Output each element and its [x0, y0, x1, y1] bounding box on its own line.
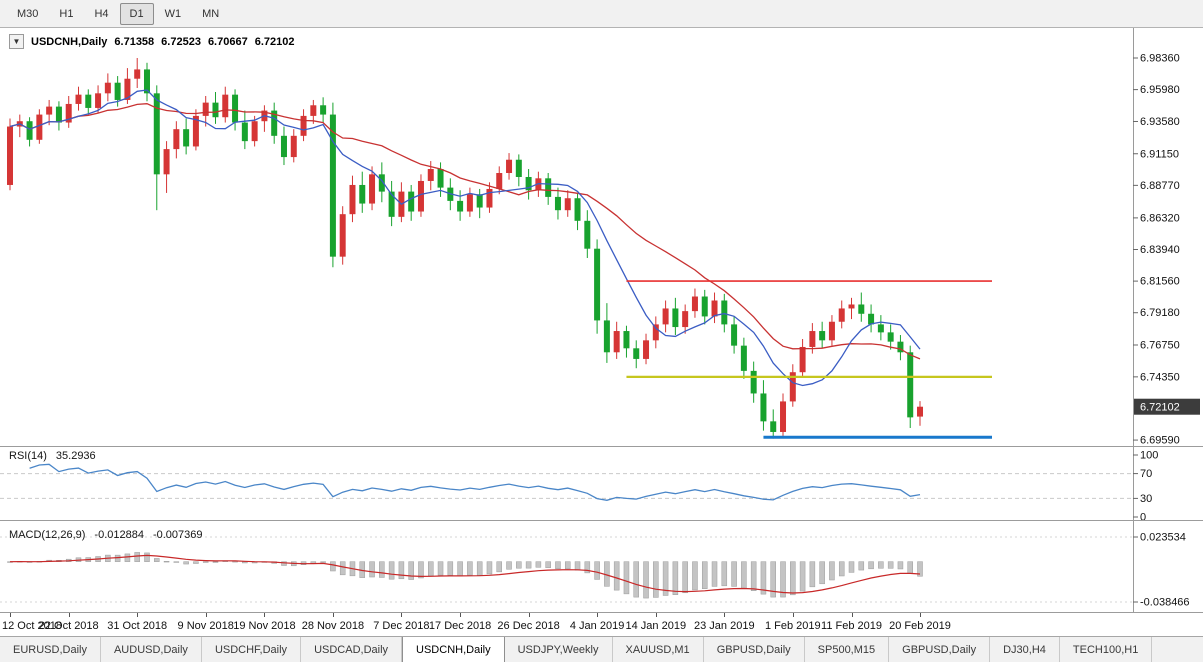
one-click-trading-button[interactable]: ▼	[9, 34, 24, 49]
date-axis-tick	[10, 613, 11, 617]
price-axis-label: 6.93580	[1140, 116, 1180, 128]
date-axis-tick	[851, 613, 853, 617]
symbol-tab-audusd-daily[interactable]: AUDUSD,Daily	[101, 637, 202, 662]
rsi-value: 35.2936	[55, 450, 96, 462]
price-axis-label: 6.76750	[1140, 339, 1180, 351]
date-axis-tick	[460, 613, 462, 617]
date-axis-tick	[792, 613, 794, 617]
date-axis-label: 9 Nov 2018	[177, 620, 234, 632]
price-axis: 6.98360 6.95980 6.93580 6.91150 6.88770 6.863…	[1133, 28, 1180, 446]
date-axis-tick	[68, 613, 70, 617]
date-axis-label: 17 Dec 2018	[428, 620, 492, 632]
date-axis-label: 4 Jan 2019	[569, 620, 625, 632]
date-axis: 12 Oct 2018 22 Oct 2018 31 Oct 2018 9 Nov 2…	[0, 612, 1203, 636]
price-axis-label: 6.91150	[1140, 148, 1179, 160]
date-axis-tick	[655, 613, 657, 617]
date-axis-tick	[137, 613, 139, 617]
macd-main-value: -0.012884	[94, 529, 144, 541]
chart-low-value: 6.70667	[207, 35, 248, 48]
price-chart-panel[interactable]: 6.98360 6.95980 6.93580 6.91150 6.88770 6.863…	[0, 28, 1203, 446]
timeframe-button-h1[interactable]: H1	[59, 7, 74, 20]
symbol-tab-eurusd-daily[interactable]: EURUSD,Daily	[0, 637, 101, 662]
price-axis-label: 6.81560	[1140, 276, 1180, 288]
price-axis-label: 6.88770	[1140, 180, 1180, 192]
timeframe-button-w1[interactable]: W1	[164, 7, 182, 20]
rsi-axis-label: 70	[1140, 468, 1152, 480]
timeframe-toolbar: M30 H1 H4 D1 W1 MN	[0, 0, 1203, 28]
date-axis-label: 31 Oct 2018	[107, 620, 168, 632]
rsi-axis-label: 30	[1140, 493, 1152, 505]
macd-axis: 0.023534 -0.038466	[0, 521, 1190, 612]
chart-high-value: 6.72523	[161, 35, 201, 48]
date-axis-label: 19 Nov 2018	[233, 620, 296, 632]
date-axis-label: 11 Feb 2019	[821, 620, 882, 632]
current-price-badge	[1134, 398, 1200, 415]
date-axis-label: 26 Dec 2018	[497, 620, 560, 632]
date-axis-label: 22 Oct 2018	[38, 620, 99, 632]
macd-axis-label: 0.023534	[1140, 532, 1186, 544]
date-axis-label: 12 Oct 2018	[2, 620, 62, 632]
macd-label: MACD(12,26,9)	[9, 529, 86, 541]
current-price-badge-value: 6.72102	[1140, 402, 1180, 414]
symbol-tab-xauusd-m1[interactable]: XAUUSD,M1	[613, 637, 704, 662]
macd-indicator-panel[interactable]: 0.023534 -0.038466 MACD(12,26,9) -0.01288…	[0, 520, 1203, 612]
rsi-axis: 100 70 30 0	[0, 447, 1158, 520]
timeframe-button-d1[interactable]: D1	[119, 2, 154, 25]
rsi-axis-label: 0	[1140, 512, 1146, 521]
chart-close-value: 6.72102	[254, 35, 295, 48]
rsi-axis-label: 100	[1140, 450, 1158, 462]
rsi-label: RSI(14)	[9, 450, 47, 462]
date-axis-tick	[597, 613, 599, 617]
date-axis-tick	[332, 613, 334, 617]
symbol-tab-dj30-h4[interactable]: DJ30,H4	[990, 637, 1060, 662]
date-axis-tick	[205, 613, 207, 617]
timeframe-button-h4[interactable]: H4	[94, 7, 109, 20]
symbol-tab-usdjpy-weekly[interactable]: USDJPY,Weekly	[505, 637, 613, 662]
date-axis-label: 7 Dec 2018	[373, 620, 430, 632]
triangle-down-icon: ▼	[12, 37, 21, 46]
date-axis-tick	[401, 613, 403, 617]
date-axis-tick	[920, 613, 921, 617]
date-axis-label: 28 Nov 2018	[301, 620, 365, 632]
symbol-tab-bar: EURUSD,Daily AUDUSD,Daily USDCHF,Daily USDC…	[0, 636, 1203, 662]
macd-axis-label: -0.038466	[1140, 597, 1190, 609]
rsi-indicator-panel[interactable]: 100 70 30 0 RSI(14) 35.2936	[0, 446, 1203, 520]
price-axis-label: 6.69590	[1140, 435, 1180, 446]
timeframe-button-m30[interactable]: M30	[17, 7, 39, 20]
date-axis-tick	[724, 613, 726, 617]
symbol-tab-usdcnh-daily[interactable]: USDCNH,Daily	[402, 637, 505, 662]
price-axis-label: 6.79180	[1140, 307, 1180, 319]
rsi-line	[29, 463, 921, 501]
symbol-tab-usdcad-daily[interactable]: USDCAD,Daily	[301, 637, 403, 662]
symbol-tab-sp500-m15[interactable]: SP500,M15	[805, 637, 890, 662]
macd-header: MACD(12,26,9) -0.012884 -0.007369	[9, 529, 203, 541]
slow-ma-line	[9, 103, 921, 360]
date-axis-label: 20 Feb 2019	[889, 620, 951, 632]
symbol-tab-tech100-h1[interactable]: TECH100,H1	[1060, 637, 1153, 662]
symbol-tab-gbpusd-daily[interactable]: GBPUSD,Daily	[889, 637, 991, 662]
chart-open-value: 6.71358	[114, 35, 155, 48]
candlesticks	[7, 58, 924, 439]
price-axis-label: 6.95980	[1140, 84, 1180, 96]
price-axis-label: 6.74350	[1140, 371, 1180, 383]
date-axis-label: 14 Jan 2019	[625, 620, 687, 632]
timeframe-button-mn[interactable]: MN	[202, 7, 220, 20]
date-axis-label: 23 Jan 2019	[694, 620, 755, 632]
date-axis-tick	[528, 613, 530, 617]
symbol-tab-gbpusd-daily[interactable]: GBPUSD,Daily	[704, 637, 805, 662]
symbol-tab-usdchf-daily[interactable]: USDCHF,Daily	[202, 637, 302, 662]
rsi-header: RSI(14) 35.2936	[9, 450, 96, 462]
macd-signal-line	[9, 554, 921, 594]
macd-signal-value: -0.007369	[152, 529, 203, 541]
date-axis-tick	[264, 613, 266, 617]
price-axis-label: 6.98360	[1140, 53, 1180, 65]
price-axis-label: 6.83940	[1140, 244, 1180, 256]
chart-header: ▼ USDCNH,Daily 6.71358 6.72523 6.70667 6…	[9, 34, 294, 49]
fast-ma-line	[9, 89, 921, 387]
date-axis-label: 1 Feb 2019	[764, 620, 821, 632]
chart-symbol-label: USDCNH,Daily	[31, 35, 108, 48]
price-axis-label: 6.86320	[1140, 212, 1180, 224]
